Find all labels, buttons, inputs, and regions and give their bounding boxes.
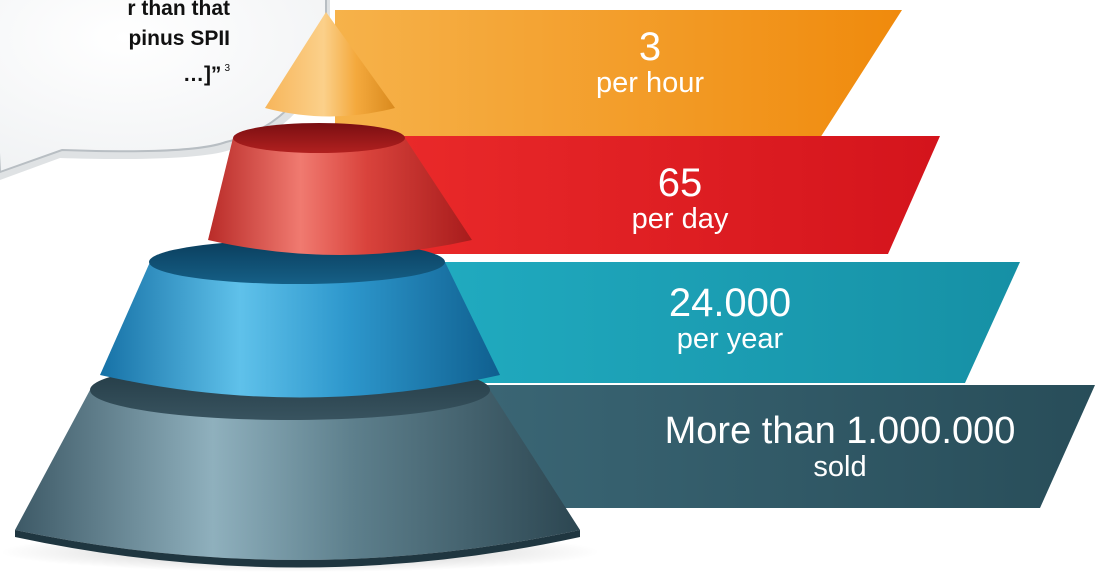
tier-value-4: More than 1.000.000 <box>664 410 1016 452</box>
tier-band-4 <box>420 385 1095 508</box>
tier-label-2: 65 per day <box>570 162 790 234</box>
tier-band-3 <box>380 262 1020 383</box>
tier-label-4: More than 1.000.000 sold <box>600 410 1080 483</box>
quote-text: r than that pinus SPII …]” 3 <box>60 0 230 90</box>
quote-line-3-text: …]” <box>182 63 222 86</box>
tier-unit-1: per hour <box>595 67 704 99</box>
quote-footnote: 3 <box>224 63 230 74</box>
pyramid-tier-third <box>100 240 500 398</box>
tier-band-2 <box>380 136 940 254</box>
tier-label-3: 24.000 per year <box>600 282 860 354</box>
tier-value-3: 24.000 <box>668 281 792 325</box>
quote-line-3: …]” 3 <box>60 54 230 90</box>
tier-band-1 <box>335 10 902 138</box>
pyramid-tier-top <box>265 12 395 117</box>
pyramid-tier-second <box>208 123 472 255</box>
tier-label-1: 3 per hour <box>540 26 760 98</box>
tier-unit-2: per day <box>631 203 729 235</box>
quote-line-1: r than that <box>127 0 230 20</box>
tier-value-2: 65 <box>657 161 703 205</box>
tier-value-1: 3 <box>638 25 662 69</box>
tier-unit-4: sold <box>813 450 867 483</box>
tier-unit-3: per year <box>676 323 784 355</box>
quote-line-2: pinus SPII <box>128 27 230 50</box>
